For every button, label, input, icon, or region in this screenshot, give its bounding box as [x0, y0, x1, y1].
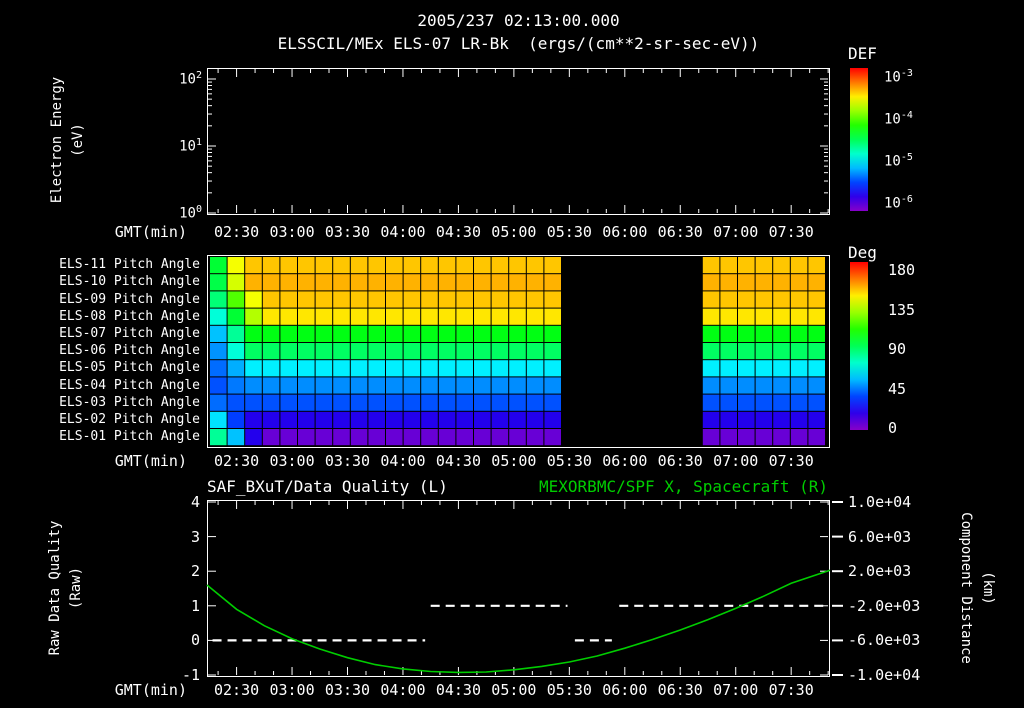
x-tick-label: 03:00 [269, 452, 315, 470]
x-tick-label: 05:00 [491, 223, 537, 241]
def-colorbar-tick-label: 10-6 [884, 194, 913, 212]
quality-axis-label: Raw Data Quality [47, 520, 63, 656]
quality-axis-tick-label: 4 [190, 493, 200, 511]
energy-axis-label: Electron Energy [49, 76, 65, 204]
x-tick-label: 06:00 [602, 681, 648, 699]
quality-axis-tick-label: -1 [181, 666, 200, 684]
energy-axis-tick-label: 101 [179, 137, 202, 155]
pitch-row-label: ELS-09 Pitch Angle [59, 291, 200, 307]
pitch-row-label: ELS-05 Pitch Angle [59, 360, 200, 376]
x-tick-label: 06:00 [602, 223, 648, 241]
x-tick-label: 07:30 [768, 452, 814, 470]
x-tick-label: 04:30 [435, 681, 481, 699]
pitch-row-label: ELS-01 Pitch Angle [59, 429, 200, 445]
x-tick-label: 05:00 [491, 681, 537, 699]
x-tick-label: 07:00 [713, 452, 759, 470]
energy-axis-tick-label: 102 [179, 70, 202, 88]
x-tick-label: 04:00 [380, 452, 426, 470]
pitch-row-label: ELS-07 Pitch Angle [59, 325, 200, 341]
x-tick-label: 03:00 [269, 681, 315, 699]
distance-series-title: MEXORBMC/SPF X, Spacecraft (R) [539, 477, 828, 496]
distance-axis-tick-label: -2.0e+03 [848, 596, 921, 615]
x-tick-label: 02:30 [214, 452, 260, 470]
distance-axis-label: Component Distance [958, 512, 974, 664]
def-colorbar [850, 68, 868, 211]
deg-colorbar-tick-label: 0 [888, 419, 898, 437]
x-tick-label: 05:30 [546, 681, 592, 699]
distance-axis-tick-label: 1.0e+04 [848, 493, 912, 511]
gmt-axis-label: GMT(min) [114, 452, 187, 470]
x-tick-label: 05:00 [491, 452, 537, 470]
distance-axis-tick-label: -1.0e+04 [848, 666, 921, 684]
spectrogram-panel [207, 68, 830, 215]
x-tick-label: 03:30 [324, 223, 371, 241]
quality-distance-panel [207, 500, 830, 677]
quality-axis-tick-label: 2 [190, 562, 200, 581]
quality-axis-units: (Raw) [68, 566, 84, 610]
x-tick-label: 03:30 [324, 681, 371, 699]
x-tick-label: 07:30 [768, 681, 814, 699]
x-tick-label: 07:30 [768, 223, 814, 241]
x-tick-label: 02:30 [214, 223, 260, 241]
def-colorbar-title: DEF [848, 44, 877, 63]
quality-axis-tick-label: 3 [190, 527, 200, 546]
x-tick-label: 07:00 [713, 223, 759, 241]
x-tick-label: 07:00 [713, 681, 759, 699]
x-tick-label: 04:30 [435, 452, 481, 470]
deg-colorbar-title: Deg [848, 243, 877, 262]
deg-colorbar-tick-label: 45 [888, 379, 907, 398]
x-tick-label: 03:30 [324, 452, 371, 470]
x-tick-label: 03:00 [269, 223, 315, 241]
pitch-angle-panel [207, 255, 830, 448]
distance-axis-tick-label: 2.0e+03 [848, 562, 912, 581]
def-colorbar-tick-label: 10-5 [884, 152, 913, 170]
x-tick-label: 02:30 [214, 681, 260, 699]
quality-axis-tick-label: 1 [190, 596, 200, 615]
deg-colorbar [850, 262, 868, 430]
x-tick-label: 06:30 [657, 223, 703, 241]
x-tick-label: 05:30 [546, 452, 592, 470]
quality-axis-tick-label: 0 [190, 631, 200, 650]
x-tick-label: 06:30 [657, 452, 703, 470]
timestamp-title: 2005/237 02:13:00.000 [417, 11, 620, 30]
pitch-row-label: ELS-02 Pitch Angle [59, 411, 200, 427]
distance-axis-tick-label: 6.0e+03 [848, 527, 912, 546]
deg-colorbar-tick-label: 180 [888, 261, 916, 279]
x-tick-label: 05:30 [546, 223, 592, 241]
gmt-axis-label: GMT(min) [114, 223, 187, 241]
x-tick-label: 04:30 [435, 223, 481, 241]
pitch-row-label: ELS-04 Pitch Angle [59, 377, 200, 393]
instrument-subtitle: ELSSCIL/MEx ELS-07 LR-Bk (ergs/(cm**2-sr… [277, 34, 760, 53]
pitch-row-label: ELS-03 Pitch Angle [59, 394, 200, 410]
gmt-axis-label: GMT(min) [114, 681, 187, 699]
deg-colorbar-tick-label: 135 [888, 300, 916, 319]
quality-series-title: SAF_BXuT/Data Quality (L) [207, 477, 448, 496]
def-colorbar-tick-label: 10-3 [884, 68, 913, 86]
distance-axis-tick-label: -6.0e+03 [848, 631, 921, 650]
energy-axis-tick-label: 100 [179, 204, 202, 222]
energy-axis-units: (eV) [70, 123, 86, 157]
def-colorbar-tick-label: 10-4 [884, 110, 913, 128]
pitch-row-label: ELS-11 Pitch Angle [59, 257, 200, 273]
distance-axis-units: (km) [980, 571, 996, 605]
pitch-row-label: ELS-08 Pitch Angle [59, 308, 200, 324]
x-tick-label: 06:30 [657, 681, 703, 699]
x-tick-label: 04:00 [380, 223, 426, 241]
deg-colorbar-tick-label: 90 [888, 340, 907, 358]
pitch-row-label: ELS-10 Pitch Angle [59, 274, 200, 290]
x-tick-label: 04:00 [380, 681, 426, 699]
pitch-row-label: ELS-06 Pitch Angle [59, 343, 200, 359]
x-tick-label: 06:00 [602, 452, 648, 470]
